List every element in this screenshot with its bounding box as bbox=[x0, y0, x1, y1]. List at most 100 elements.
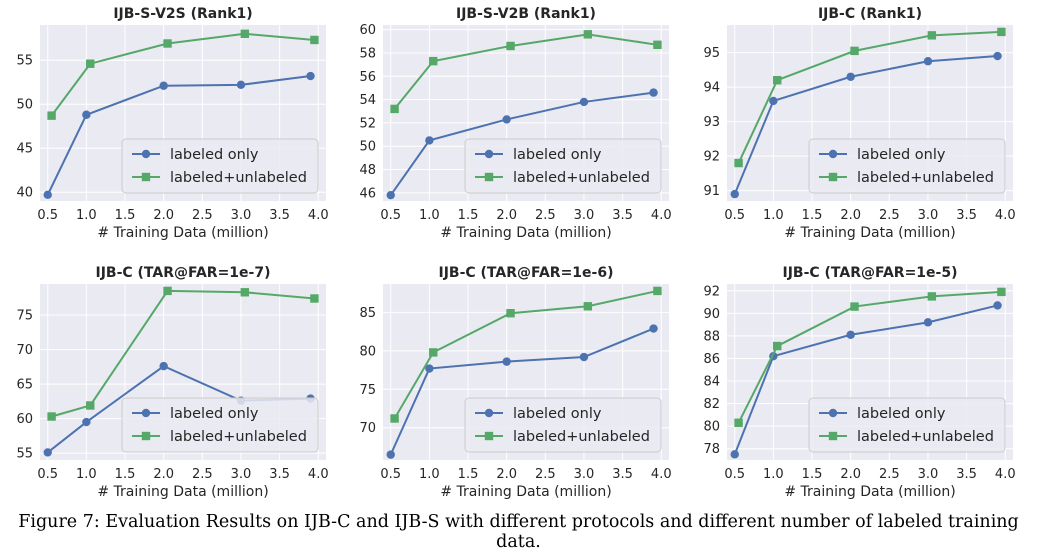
legend-marker bbox=[828, 431, 838, 441]
data-point bbox=[583, 302, 593, 311]
data-point bbox=[579, 352, 589, 362]
chart-panel: 0.5 1.0 1.5 2.0 2.5 3.0 3.5 4.0 91 92 93 94 95 IJB-C … bbox=[703, 6, 1015, 241]
y-tick-label: 91 bbox=[703, 184, 720, 199]
x-tick-label: 2.5 bbox=[535, 208, 556, 223]
data-point bbox=[502, 115, 511, 124]
legend-marker bbox=[141, 431, 151, 441]
y-tick-label: 54 bbox=[359, 93, 376, 108]
x-tick-label: 1.0 bbox=[76, 467, 97, 482]
x-tick-label: 3.5 bbox=[269, 467, 290, 482]
x-tick-label: 4.0 bbox=[995, 208, 1016, 223]
data-point bbox=[163, 39, 172, 48]
x-tick-label: 3.0 bbox=[231, 208, 252, 223]
x-tick-label: 1.0 bbox=[763, 208, 784, 223]
data-point bbox=[649, 324, 658, 333]
x-tick-label: 2.0 bbox=[840, 467, 861, 482]
x-tick-label: 0.5 bbox=[724, 208, 745, 223]
legend: labeled only labeled+unlabeled bbox=[464, 397, 662, 453]
data-point bbox=[86, 401, 95, 410]
y-tick-label: 85 bbox=[359, 306, 376, 321]
legend-box bbox=[808, 138, 1006, 194]
data-point bbox=[653, 286, 662, 296]
data-point bbox=[240, 29, 250, 38]
y-tick-label: 65 bbox=[16, 378, 33, 393]
legend-label: labeled only bbox=[857, 406, 946, 422]
legend: labeled only labeled+unlabeled bbox=[121, 397, 319, 453]
x-tick-label: 1.0 bbox=[419, 208, 440, 223]
y-tick-label: 92 bbox=[703, 284, 720, 299]
data-point bbox=[927, 292, 937, 301]
legend-marker bbox=[484, 431, 494, 441]
data-point bbox=[47, 412, 56, 421]
x-tick-label: 4.0 bbox=[995, 467, 1016, 482]
data-point bbox=[163, 286, 172, 296]
legend-label: labeled only bbox=[857, 147, 946, 163]
legend-marker bbox=[828, 408, 838, 418]
x-axis-label: # Training Data (million) bbox=[97, 484, 268, 500]
legend-marker bbox=[484, 149, 494, 159]
data-point bbox=[993, 51, 1002, 61]
y-tick-label: 88 bbox=[703, 329, 720, 344]
legend-box bbox=[808, 397, 1006, 453]
legend-label: labeled+unlabeled bbox=[170, 429, 307, 445]
x-tick-label: 0.5 bbox=[724, 467, 745, 482]
data-point bbox=[390, 104, 399, 114]
legend-label: labeled+unlabeled bbox=[513, 170, 650, 186]
y-tick-label: 86 bbox=[703, 352, 720, 367]
legend-label: labeled+unlabeled bbox=[513, 429, 650, 445]
data-point bbox=[579, 97, 589, 107]
data-point bbox=[386, 190, 395, 200]
legend-label: labeled+unlabeled bbox=[857, 429, 994, 445]
x-tick-label: 1.0 bbox=[419, 467, 440, 482]
y-tick-label: 80 bbox=[359, 344, 376, 359]
data-point bbox=[43, 448, 52, 457]
y-tick-label: 78 bbox=[703, 442, 720, 457]
x-tick-label: 0.5 bbox=[380, 467, 401, 482]
x-tick-label: 2.0 bbox=[496, 208, 517, 223]
y-tick-label: 50 bbox=[359, 140, 376, 155]
data-point bbox=[82, 110, 91, 119]
y-tick-label: 84 bbox=[703, 375, 720, 390]
data-point bbox=[730, 189, 739, 199]
chart-panel: 0.5 1.0 1.5 2.0 2.5 3.0 3.5 4.0 40 45 50 55 IJB-S-V2… bbox=[16, 6, 328, 241]
x-tick-label: 2.0 bbox=[496, 467, 517, 482]
legend-label: labeled only bbox=[513, 406, 602, 422]
x-tick-label: 2.5 bbox=[192, 208, 213, 223]
data-point bbox=[734, 158, 743, 168]
x-tick-label: 3.0 bbox=[231, 467, 252, 482]
legend-box bbox=[121, 397, 319, 453]
data-point bbox=[86, 59, 95, 68]
x-tick-label: 3.5 bbox=[269, 208, 290, 223]
y-tick-label: 60 bbox=[359, 23, 376, 38]
y-tick-label: 40 bbox=[16, 186, 33, 201]
legend-box bbox=[464, 138, 662, 194]
x-tick-label: 3.0 bbox=[574, 467, 595, 482]
x-tick-label: 3.5 bbox=[956, 208, 977, 223]
chart-panel: 0.5 1.0 1.5 2.0 2.5 3.0 3.5 4.0 70 75 80 85 IJB-C (T… bbox=[359, 265, 671, 500]
legend-label: labeled only bbox=[170, 147, 259, 163]
data-point bbox=[429, 348, 438, 357]
chart-panel: 0.5 1.0 1.5 2.0 2.5 3.0 3.5 4.0 78 80 82 84 86 88 90 92… bbox=[703, 265, 1015, 500]
data-point bbox=[310, 35, 319, 45]
data-point bbox=[846, 330, 855, 339]
data-point bbox=[769, 96, 778, 106]
data-point bbox=[306, 71, 315, 81]
data-point bbox=[923, 318, 933, 327]
x-tick-label: 2.0 bbox=[153, 467, 174, 482]
y-tick-label: 55 bbox=[16, 447, 33, 462]
data-point bbox=[997, 27, 1006, 37]
legend-marker bbox=[141, 149, 151, 159]
x-tick-label: 1.5 bbox=[115, 467, 136, 482]
data-point bbox=[730, 450, 739, 459]
legend-box bbox=[464, 397, 662, 453]
y-tick-label: 80 bbox=[703, 420, 720, 435]
x-axis-label: # Training Data (million) bbox=[440, 484, 611, 500]
chart-title: IJB-S-V2S (Rank1) bbox=[113, 6, 252, 22]
chart-panel: 0.5 1.0 1.5 2.0 2.5 3.0 3.5 4.0 55 60 65 70 75 IJB-C … bbox=[16, 265, 328, 500]
data-point bbox=[47, 111, 56, 120]
legend-label: labeled only bbox=[513, 147, 602, 163]
x-tick-label: 3.0 bbox=[918, 467, 939, 482]
x-tick-label: 1.0 bbox=[76, 208, 97, 223]
y-tick-label: 75 bbox=[359, 383, 376, 398]
